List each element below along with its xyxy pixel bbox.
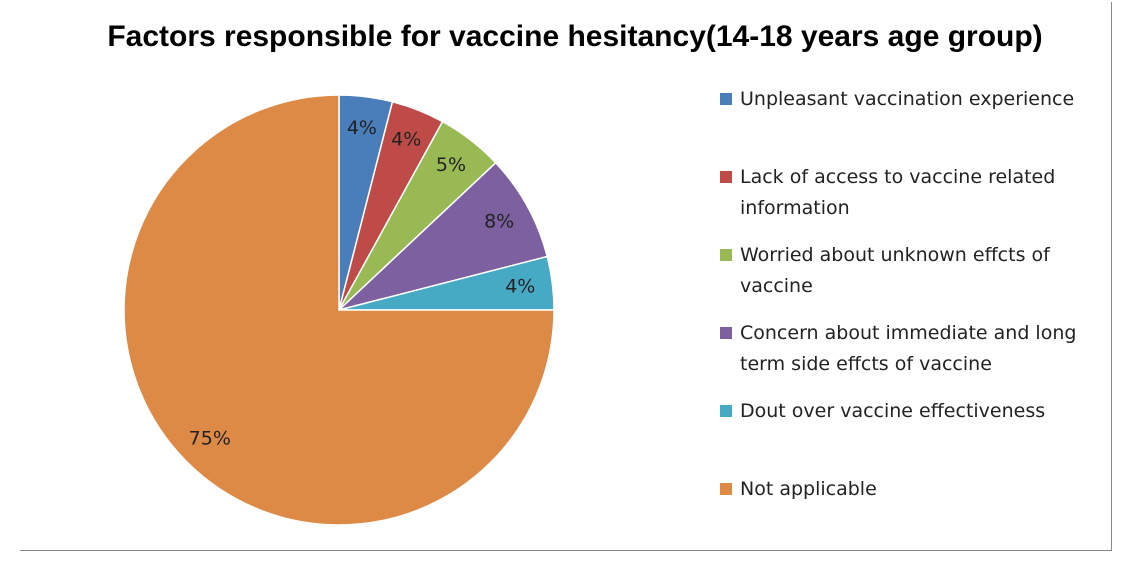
legend-swatch <box>720 405 732 417</box>
data-label: 5% <box>436 154 466 176</box>
chart-title: Factors responsible for vaccine hesitanc… <box>107 20 1043 53</box>
legend: Unpleasant vaccination experience Lack of… <box>720 84 1080 552</box>
data-label: 4% <box>391 129 421 151</box>
legend-swatch <box>720 483 732 495</box>
legend-item: Concern about immediate and long term si… <box>720 318 1080 396</box>
legend-item: Worried about unknown effcts of vaccine <box>720 240 1080 318</box>
chart-frame <box>20 2 1112 551</box>
pie-slice <box>123 94 555 526</box>
legend-item: Unpleasant vaccination experience <box>720 84 1080 162</box>
legend-label: Concern about immediate and long term si… <box>740 322 1077 375</box>
legend-item: Lack of access to vaccine related inform… <box>720 162 1080 240</box>
legend-label: Not applicable <box>740 478 877 500</box>
legend-swatch <box>720 249 732 261</box>
legend-label: Dout over vaccine effectiveness <box>740 400 1046 422</box>
legend-item: Not applicable <box>720 474 1080 552</box>
legend-swatch <box>720 93 732 105</box>
data-label: 4% <box>347 117 377 139</box>
legend-item: Dout over vaccine effectiveness <box>720 396 1080 474</box>
data-label: 75% <box>189 428 231 450</box>
data-label: 8% <box>484 210 514 232</box>
legend-label: Unpleasant vaccination experience <box>740 88 1075 110</box>
legend-swatch <box>720 327 732 339</box>
legend-label: Lack of access to vaccine related inform… <box>740 166 1056 219</box>
pie-slice <box>338 161 549 311</box>
legend-label: Worried about unknown effcts of vaccine <box>740 244 1050 297</box>
legend-swatch <box>720 171 732 183</box>
data-label: 4% <box>505 276 535 298</box>
